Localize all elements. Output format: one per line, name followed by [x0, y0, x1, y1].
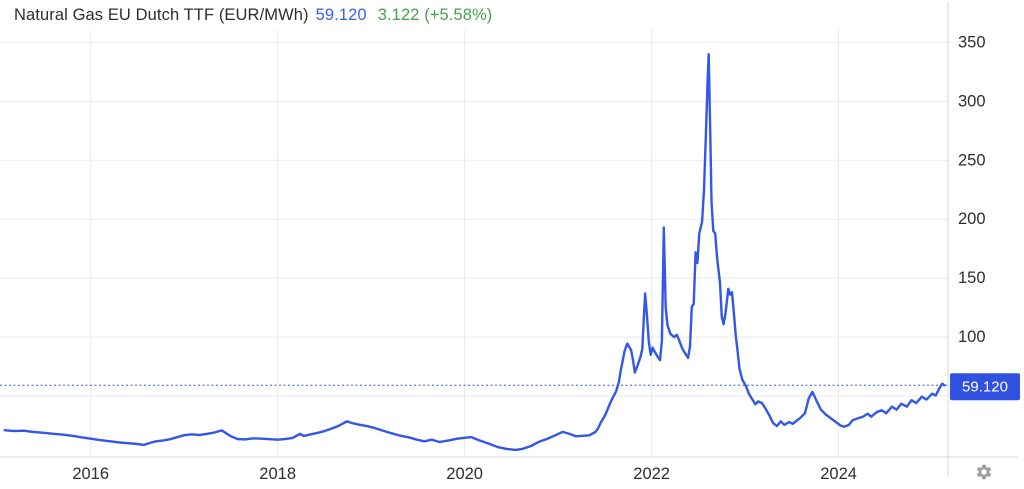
gear-icon: [976, 464, 992, 480]
y-axis-label: 350: [958, 33, 986, 51]
y-axis-label: 150: [958, 269, 986, 287]
current-price-badge-label: 59.120: [962, 378, 1008, 395]
price-series-line: [3, 53, 946, 452]
chart-header: Natural Gas EU Dutch TTF (EUR/MWh) 59.120…: [14, 6, 492, 25]
price-change: 3.122 (+5.58%): [377, 6, 493, 24]
y-axis-label: 300: [958, 92, 986, 110]
y-axis-label: 100: [958, 328, 986, 346]
instrument-title: Natural Gas EU Dutch TTF (EUR/MWh): [14, 6, 309, 24]
x-axis-label: 2018: [259, 465, 296, 483]
x-axis-label: 2016: [72, 465, 109, 483]
x-axis-label: 2024: [820, 465, 857, 483]
last-price: 59.120: [315, 6, 367, 24]
y-axis-label: 200: [958, 210, 986, 228]
current-price-badge: [950, 373, 1020, 401]
x-axis-label: 2022: [633, 465, 670, 483]
x-axis-label: 2020: [446, 465, 483, 483]
y-axis-label: 250: [958, 151, 986, 169]
settings-button[interactable]: [973, 461, 995, 483]
